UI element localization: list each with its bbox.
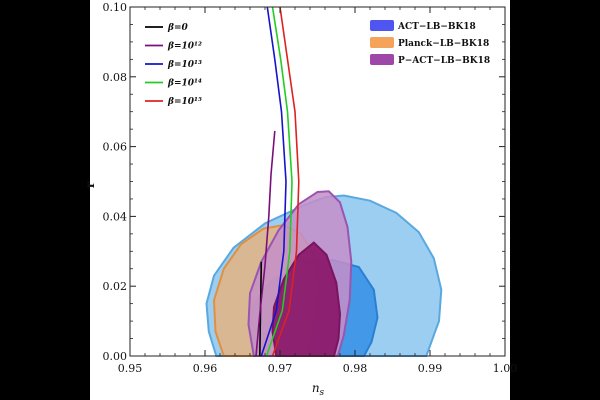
y-tick-label: 0.10 — [103, 1, 128, 14]
legend-label: ACT−LB−BK18 — [397, 22, 476, 32]
legend-label: β=0 — [167, 23, 189, 33]
legend-swatch-box — [370, 20, 394, 31]
legend-label: Planck−LB−BK18 — [398, 39, 489, 49]
legend-label: β=10¹² — [167, 42, 202, 52]
line-legend: β=0 β=10¹² β=10¹³ β=10¹⁴ β=10¹⁵ — [145, 23, 202, 107]
lines-layer — [255, 6, 300, 357]
x-tick-label: 0.97 — [268, 362, 293, 375]
x-tick-label: 0.95 — [118, 362, 143, 375]
x-axis: 0.95 0.96 0.97 0.98 0.99 1.00 — [118, 7, 518, 375]
y-tick-label: 0.02 — [103, 280, 128, 293]
legend-label: β=10¹⁴ — [167, 79, 202, 89]
contours-layer — [205, 190, 443, 357]
y-tick-label: 0.04 — [103, 210, 128, 223]
x-tick-label: 0.98 — [343, 362, 368, 375]
series-line-4 — [271, 6, 300, 357]
contour-region-4 — [271, 241, 342, 357]
x-axis-label-subscript: s — [320, 388, 325, 398]
x-tick-label: 0.99 — [418, 362, 443, 375]
y-tick-label: 0.00 — [103, 350, 128, 363]
legend-swatch-box — [370, 37, 394, 48]
series-line-3 — [265, 6, 293, 357]
x-tick-label: 0.96 — [193, 362, 218, 375]
legend-label: P−ACT−LB−BK18 — [398, 56, 490, 66]
series-line-1 — [255, 130, 276, 357]
legend-label: β=10¹³ — [167, 60, 202, 70]
contour-legend: ACT−LB−BK18 Planck−LB−BK18 P−ACT−LB−BK18 — [370, 20, 490, 66]
y-axis: 0.00 0.02 0.04 0.06 0.08 0.10 — [103, 1, 505, 363]
y-tick-label: 0.08 — [103, 71, 128, 84]
x-tick-label: 1.00 — [493, 362, 518, 375]
legend-swatch-box — [370, 54, 394, 65]
y-tick-label: 0.06 — [103, 141, 128, 154]
legend-label: β=10¹⁵ — [167, 97, 202, 107]
y-axis-label: r — [83, 181, 97, 188]
series-line-2 — [260, 6, 287, 357]
